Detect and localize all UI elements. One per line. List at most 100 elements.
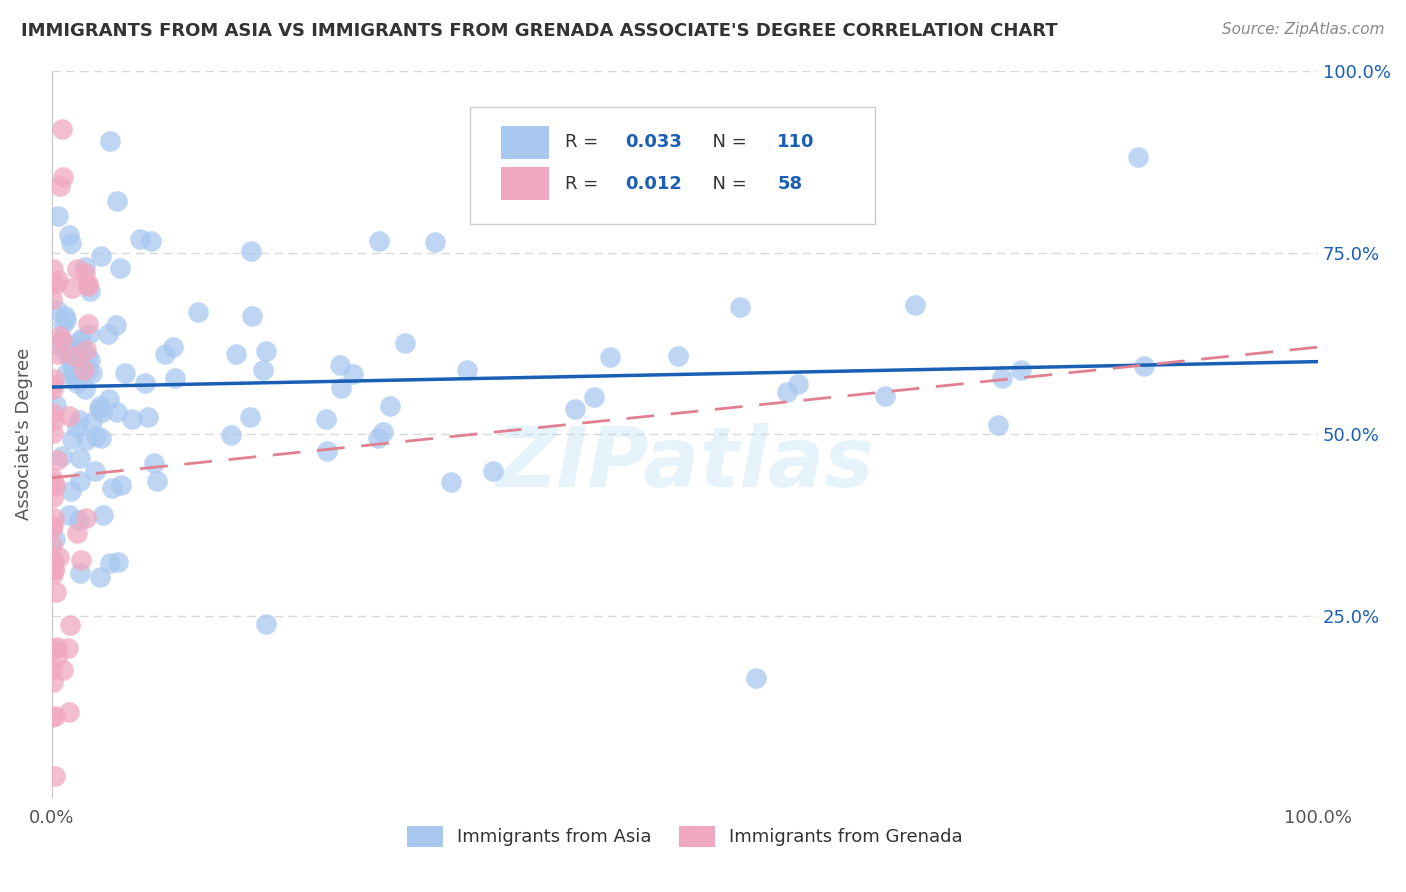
Point xyxy=(315,444,337,458)
Point xyxy=(67,513,90,527)
Point xyxy=(110,477,132,491)
Point xyxy=(69,332,91,346)
Text: R =: R = xyxy=(565,175,603,193)
Point xyxy=(83,464,105,478)
Point xyxy=(42,563,65,577)
Point xyxy=(86,429,108,443)
Point xyxy=(136,409,159,424)
Point xyxy=(107,555,129,569)
Point xyxy=(41,293,63,307)
Point xyxy=(46,452,69,467)
Point xyxy=(48,550,70,565)
Point xyxy=(89,399,111,413)
Point xyxy=(97,326,120,341)
Point xyxy=(315,411,337,425)
Point xyxy=(367,431,389,445)
Point xyxy=(1133,359,1156,373)
Point xyxy=(44,475,66,490)
Point xyxy=(69,334,91,349)
Point xyxy=(69,552,91,566)
Point xyxy=(41,663,63,677)
Point xyxy=(225,347,247,361)
Point xyxy=(329,381,352,395)
Point xyxy=(58,508,80,523)
Point xyxy=(77,279,100,293)
Text: N =: N = xyxy=(702,175,752,193)
Point xyxy=(52,317,75,331)
Point xyxy=(63,349,86,363)
Legend: Immigrants from Asia, Immigrants from Grenada: Immigrants from Asia, Immigrants from Gr… xyxy=(399,819,970,854)
Point xyxy=(66,376,89,391)
Point xyxy=(42,566,65,581)
Point xyxy=(142,456,165,470)
Point xyxy=(62,362,84,376)
Point xyxy=(44,511,66,525)
Point xyxy=(76,318,98,332)
Point xyxy=(165,370,187,384)
Point xyxy=(60,280,83,294)
Point xyxy=(58,409,80,424)
Point xyxy=(77,326,100,341)
Point xyxy=(599,350,621,364)
Point xyxy=(41,378,63,392)
Point xyxy=(45,640,67,654)
Point xyxy=(58,227,80,242)
Point xyxy=(219,428,242,442)
Point xyxy=(62,356,84,370)
Point xyxy=(42,406,65,420)
Point xyxy=(987,417,1010,432)
Point xyxy=(66,262,89,277)
Point xyxy=(53,309,76,323)
Point xyxy=(745,671,768,685)
Point xyxy=(80,366,103,380)
Point xyxy=(75,433,97,447)
Point xyxy=(45,277,67,292)
Point xyxy=(59,483,82,498)
Point xyxy=(58,640,80,655)
Point xyxy=(153,347,176,361)
Point xyxy=(378,399,401,413)
Point xyxy=(990,371,1012,385)
Point xyxy=(45,650,67,665)
Point xyxy=(76,349,98,363)
Point xyxy=(44,769,66,783)
Point xyxy=(45,303,67,318)
Point xyxy=(239,244,262,259)
Point xyxy=(41,555,63,569)
Point xyxy=(82,415,104,429)
Point xyxy=(787,376,810,391)
Point xyxy=(91,508,114,523)
Point xyxy=(456,363,478,377)
Point xyxy=(440,475,463,490)
Point xyxy=(187,305,209,319)
Point xyxy=(105,318,128,332)
Point xyxy=(368,235,391,249)
Point xyxy=(41,710,63,724)
Point xyxy=(51,333,73,347)
Point xyxy=(904,298,927,312)
Text: IMMIGRANTS FROM ASIA VS IMMIGRANTS FROM GRENADA ASSOCIATE'S DEGREE CORRELATION C: IMMIGRANTS FROM ASIA VS IMMIGRANTS FROM … xyxy=(21,22,1057,40)
Point xyxy=(97,392,120,407)
Point xyxy=(101,481,124,495)
Point xyxy=(42,372,65,386)
Point xyxy=(394,336,416,351)
Point xyxy=(1128,150,1150,164)
Point xyxy=(58,705,80,719)
Point xyxy=(666,349,689,363)
Point xyxy=(42,261,65,276)
Point xyxy=(42,426,65,441)
Point xyxy=(70,339,93,353)
Point xyxy=(75,343,97,357)
Point xyxy=(52,169,75,184)
Point xyxy=(41,538,63,552)
Text: 58: 58 xyxy=(778,175,803,193)
Point xyxy=(46,210,69,224)
Text: N =: N = xyxy=(702,133,752,152)
FancyBboxPatch shape xyxy=(502,126,550,159)
Y-axis label: Associate's Degree: Associate's Degree xyxy=(15,348,32,520)
Point xyxy=(79,353,101,368)
Point xyxy=(46,346,69,360)
Point xyxy=(42,412,65,426)
Point xyxy=(77,363,100,377)
Point xyxy=(42,553,65,567)
